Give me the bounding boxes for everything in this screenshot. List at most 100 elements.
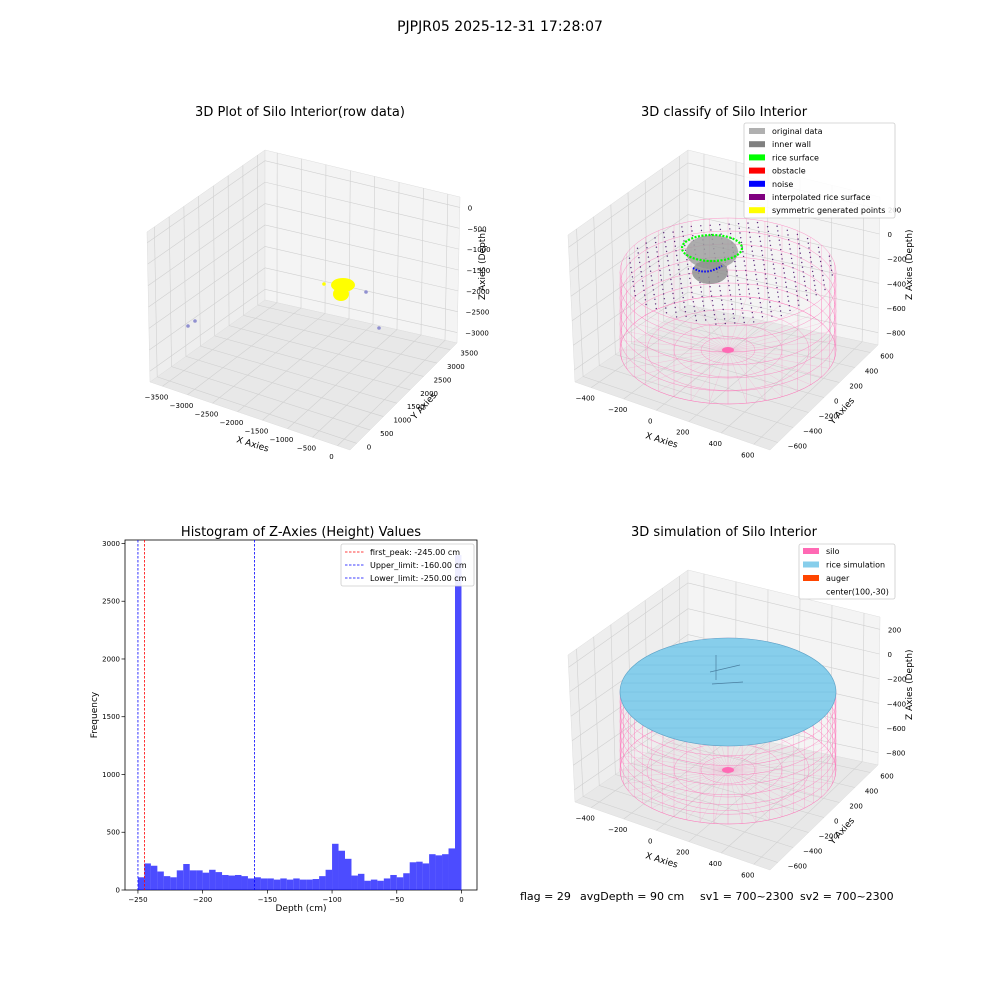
silo-spoke (727, 769, 822, 798)
grid-line (631, 763, 825, 818)
interpolated-point (634, 295, 636, 297)
x-tick-label: −2500 (195, 410, 219, 418)
interpolated-point (680, 282, 682, 285)
interpolated-point (751, 311, 753, 314)
interpolated-point (768, 235, 770, 237)
interpolated-point (721, 304, 724, 306)
interpolated-point (669, 274, 671, 276)
interpolated-point (633, 290, 636, 292)
interpolated-point (689, 277, 691, 280)
histogram-title: Histogram of Z-Axies (Height) Values (181, 525, 421, 540)
panel-classify-3d: 3D classify of Silo Interior −400 −200 0 20… (567, 105, 915, 459)
interpolated-point (811, 266, 813, 268)
interpolated-point (769, 244, 772, 247)
z-tick-label: −400 (887, 280, 906, 288)
interpolated-point (763, 264, 765, 266)
y-tick-label: 1500 (102, 713, 120, 721)
interpolated-point (820, 265, 823, 267)
interpolated-point (662, 288, 664, 291)
histogram-bar (448, 848, 455, 890)
histogram-bar (241, 876, 248, 890)
interpolated-point (713, 314, 716, 316)
interpolated-point (814, 289, 817, 291)
interpolated-point (791, 262, 793, 264)
grid-line (568, 582, 880, 668)
histogram-bar (383, 878, 391, 890)
interpolated-point (796, 233, 799, 236)
grid-line (599, 785, 794, 848)
interpolated-point (731, 308, 734, 310)
interpolated-point (661, 284, 663, 286)
interpolated-point (830, 264, 832, 267)
z-tick-label: −400 (887, 700, 906, 708)
interpolated-point (747, 283, 749, 286)
interpolated-point (753, 321, 755, 323)
interpolated-point (694, 315, 697, 317)
interpolated-point (781, 258, 783, 260)
interpolated-point (636, 247, 639, 249)
grid-line (679, 310, 871, 353)
interpolated-point (786, 229, 788, 231)
grid-line (147, 181, 460, 265)
interpolated-point (686, 263, 689, 265)
interpolated-point (640, 271, 642, 273)
interpolated-point (767, 292, 769, 294)
legend-label: symmetric generated points (772, 206, 885, 215)
interpolated-point (629, 262, 631, 264)
silo-spoke (727, 349, 798, 392)
z-tick-label: −600 (887, 305, 906, 313)
interpolated-point (682, 235, 684, 237)
silo-spoke (727, 762, 836, 771)
y-tick-label: 3000 (447, 363, 465, 371)
silo-spoke (673, 349, 729, 397)
interpolated-point (757, 226, 759, 228)
silo-center (722, 767, 734, 773)
legend-swatch (803, 548, 819, 554)
grid-line (573, 265, 879, 346)
interpolated-point (824, 288, 826, 291)
silo-spoke (620, 769, 729, 778)
grid-line (663, 321, 855, 368)
silo-spoke (699, 769, 729, 823)
legend: first_peak: -245.00 cm Upper_limit: -160.… (340, 543, 475, 587)
interpolated-point (645, 242, 647, 244)
silo-spoke (623, 755, 729, 771)
interpolated-point (830, 269, 833, 271)
histogram-bar (196, 870, 203, 890)
interpolated-point (713, 309, 715, 311)
z-tick-label: 200 (888, 626, 901, 634)
y-tick-label: 0 (367, 443, 371, 451)
interpolated-point (786, 291, 788, 293)
auger-marker (709, 655, 744, 685)
grid-line (162, 302, 278, 387)
interpolated-point (682, 296, 684, 299)
interpolated-point (785, 281, 787, 283)
interpolated-point (730, 298, 732, 301)
legend: original data inner wall rice surface obsta… (743, 122, 896, 219)
original-data-points (692, 260, 728, 284)
grid-line (148, 246, 459, 329)
grid-line (571, 240, 879, 321)
interpolated-point (727, 280, 729, 282)
interpolated-point (787, 234, 789, 236)
interpolated-point (677, 264, 679, 266)
interpolated-point (812, 275, 815, 277)
histogram-bar (150, 865, 158, 890)
status-sv2: sv2 = 700~2300 (800, 890, 894, 903)
grid-line (593, 216, 600, 366)
grid-line (569, 608, 880, 692)
x-axis-label: Depth (cm) (275, 904, 326, 914)
y-tick-label: 1500 (407, 403, 425, 411)
tick-labels: −400−2000200400600−600−400−2000200400600… (576, 626, 907, 879)
status-flag: flag = 29 (520, 890, 571, 903)
grid-line (212, 313, 326, 404)
interpolated-point (797, 299, 799, 302)
silo-spoke (658, 349, 729, 392)
histogram-bar (228, 875, 235, 890)
interpolated-point (724, 322, 726, 325)
interpolated-point (798, 243, 800, 245)
interpolated-point (803, 275, 805, 278)
grid-line (593, 636, 600, 786)
interpolated-point (771, 254, 773, 256)
silo-spoke (634, 322, 729, 351)
